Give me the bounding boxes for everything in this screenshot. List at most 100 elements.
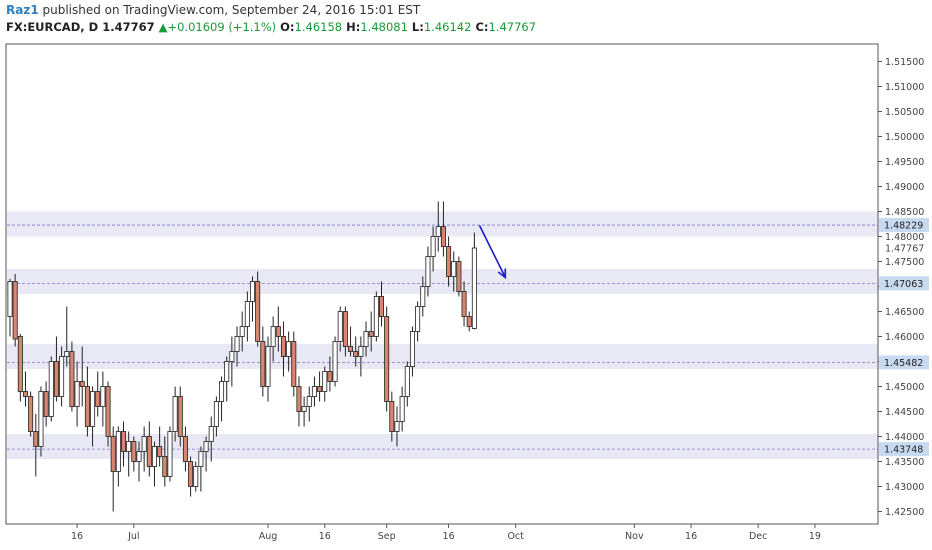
level-price-tag-label: 1.48229 [884,221,923,232]
close-label: C: [475,20,489,34]
candle-body [126,441,132,452]
trend-arrow[interactable] [478,225,507,280]
candle-body [172,396,178,432]
candle-body [38,391,44,447]
candle-body [110,436,116,472]
last-price-label: 1.47767 [885,244,924,255]
ohlc-bar: FX:EURCAD, D 1.47767 ▲+0.01609 (+1.1%) O… [6,19,866,36]
price-tick-label: 1.50000 [885,132,924,143]
price-tick-label: 1.51000 [885,82,924,93]
time-tick-label: Nov [625,531,644,542]
level-price-tag-label: 1.45482 [884,358,923,369]
candle-body [167,431,173,477]
author-name[interactable]: Raz1 [6,3,39,17]
candle-body [64,351,70,357]
candle-body [224,361,230,382]
candle-body [115,431,121,472]
candle-body [162,456,168,477]
candle-body [43,391,49,417]
price-tick-label: 1.48500 [885,207,924,218]
candle-body [84,386,90,427]
candle-body [317,386,323,392]
candle-body [59,356,65,397]
candle-body [234,336,240,352]
candle-body [136,451,142,462]
candle-body [69,351,75,407]
candle-body [219,381,225,402]
candle-body [48,361,54,417]
candle-body [141,436,147,452]
price-tick-label: 1.51500 [885,57,924,68]
price-zone [7,344,878,369]
price-tick-label: 1.43500 [885,457,924,468]
price-change: +0.01609 (+1.1%) [167,20,277,34]
candle-body [255,281,261,342]
time-axis[interactable]: 16 Jul Aug 16 Sep 16 Oct Nov 16 Dec 19 [71,524,821,542]
time-tick-label: 16 [71,531,83,542]
candle-body [105,386,111,437]
candle-body [28,396,34,432]
candle-body [291,341,297,387]
price-tick-label: 1.42500 [885,507,924,518]
candle-body [363,331,369,347]
time-tick-label: Jul [127,531,139,542]
time-tick-label: 16 [685,531,697,542]
up-arrow-icon: ▲ [158,20,168,34]
level-price-tag-label: 1.43748 [884,445,923,456]
arrow-head [497,268,507,280]
price-tags: 1.48229 1.47063 1.45482 1.43748 1.47767 [879,218,929,457]
price-tick-label: 1.45000 [885,382,924,393]
high-value: 1.48081 [360,20,408,34]
candle-body [296,386,302,412]
candle-body [121,431,127,452]
candles [7,201,477,512]
candle-body [461,291,467,317]
support-resistance-zones [7,211,878,459]
candle-body [239,326,245,337]
price-tick-label: 1.47500 [885,257,924,268]
time-tick-label: 16 [319,531,331,542]
symbol-label[interactable]: FX:EURCAD, D [6,20,99,34]
time-tick-label: Oct [507,531,524,542]
candle-body [384,316,390,402]
price-tick-label: 1.46500 [885,307,924,318]
candle-body [275,326,281,337]
candle-body [260,341,266,387]
price-tick-label: 1.44500 [885,407,924,418]
candle-body [327,371,333,382]
candle-body [466,316,472,327]
candle-body [208,426,214,442]
candle-body [90,391,96,427]
close-value: 1.47767 [488,20,537,34]
candle-body [420,286,426,307]
candle-body [456,261,462,292]
candle-body [415,306,421,332]
candle-body [306,396,312,407]
candle-body [409,331,415,367]
candle-body [151,446,157,467]
candle-body [404,366,410,397]
candle-body [332,341,338,382]
time-tick-label: Dec [749,531,767,542]
candle-body [301,406,307,412]
time-tick-label: Sep [378,531,396,542]
candle-body [311,386,317,397]
level-price-tag [879,218,929,233]
candle-body [270,326,276,347]
price-tick-label: 1.43000 [885,482,924,493]
time-tick-label: 19 [809,531,821,542]
candle-body [33,431,39,447]
last-price: 1.47767 [102,20,155,34]
candle-body [146,436,152,467]
candle-body [373,296,379,337]
low-label: L: [411,20,424,34]
candle-body [265,346,271,387]
candle-body [74,381,80,407]
candle-body [244,301,250,327]
chart-header: Raz1 published on TradingView.com, Septe… [6,2,866,38]
candle-body [342,311,348,347]
candle-body [425,256,431,287]
candle-body [193,466,199,487]
publish-text: published on TradingView.com, September … [38,3,421,17]
